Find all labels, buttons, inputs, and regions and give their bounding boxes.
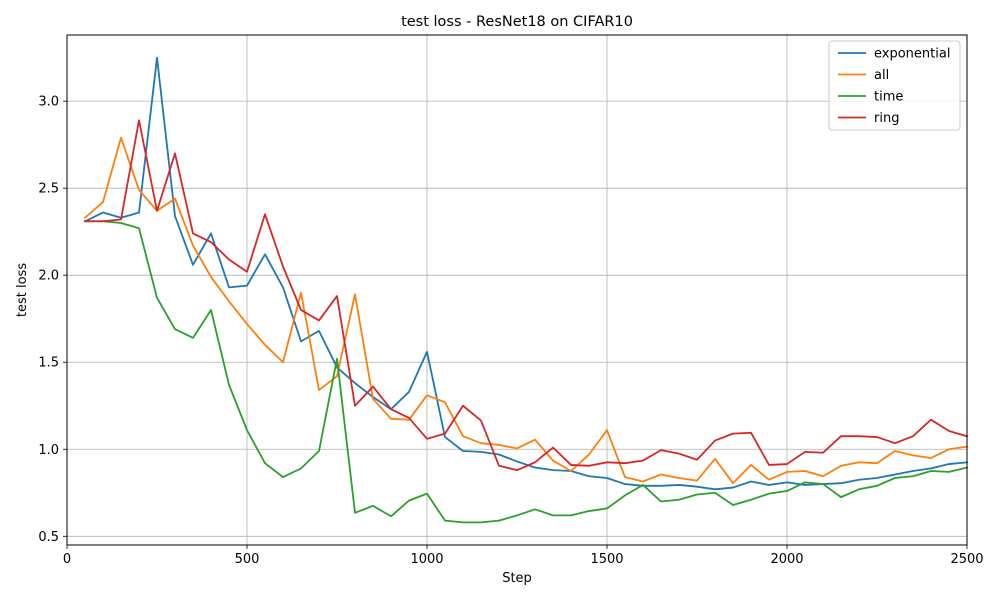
x-axis-ticks: 0 500 1000 1500 2000 2500	[63, 545, 984, 567]
legend: exponential all time ring	[828, 40, 961, 131]
y-tick-label: 1.5	[38, 356, 59, 371]
x-tick-label: 0	[63, 552, 71, 567]
y-tick-label: 2.5	[38, 182, 59, 197]
chart-title: test loss - ResNet18 on CIFAR10	[401, 14, 633, 30]
legend-label-all: all	[874, 68, 889, 83]
legend-box	[828, 40, 961, 131]
x-tick-label: 2000	[770, 552, 803, 567]
x-tick-label: 1000	[410, 552, 443, 567]
x-tick-label: 500	[235, 552, 260, 567]
x-tick-label: 2500	[950, 552, 983, 567]
series-line-ring	[84, 119, 969, 472]
legend-label-ring: ring	[874, 111, 899, 126]
x-axis-label: Step	[502, 571, 532, 586]
y-axis-ticks: 0.5 1.0 1.5 2.0 2.5 3.0	[38, 95, 67, 545]
series-lines	[83, 56, 969, 524]
series-line-time	[84, 220, 969, 524]
x-tick-label: 1500	[590, 552, 623, 567]
y-tick-label: 0.5	[38, 530, 59, 545]
y-axis-label: test loss	[15, 263, 30, 317]
plot-frame	[66, 34, 968, 546]
y-tick-label: 3.0	[38, 95, 59, 110]
y-tick-label: 1.0	[38, 443, 59, 458]
y-tick-label: 2.0	[38, 269, 59, 284]
legend-label-time: time	[874, 90, 903, 105]
series-line-all	[83, 136, 969, 485]
legend-label-exponential: exponential	[874, 47, 950, 62]
